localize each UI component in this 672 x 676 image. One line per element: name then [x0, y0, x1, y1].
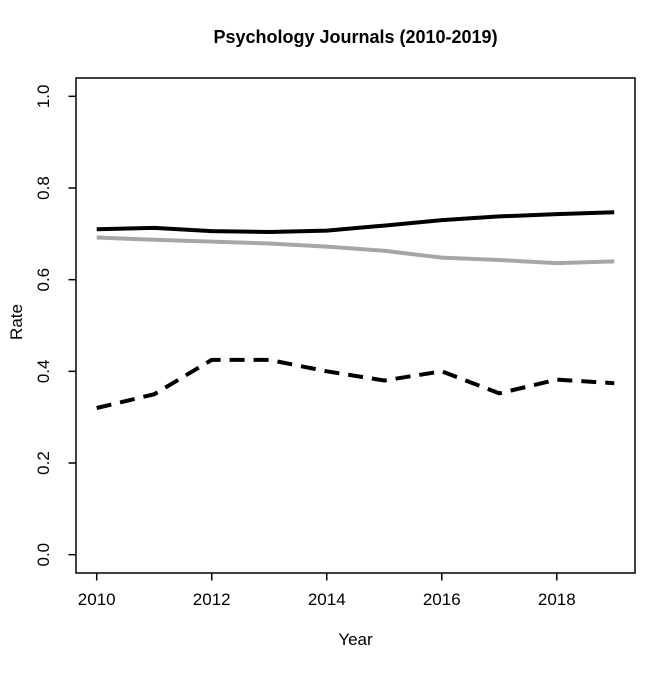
x-tick-label: 2014 — [308, 590, 346, 609]
x-tick-label: 2012 — [193, 590, 231, 609]
plot-frame — [75, 77, 636, 574]
x-axis-label: Year — [338, 630, 373, 649]
y-tick-label: 0.4 — [34, 360, 53, 384]
series-solid-gray — [96, 235, 615, 266]
chart-title: Psychology Journals (2010-2019) — [213, 27, 498, 47]
x-tick-label: 2010 — [78, 590, 116, 609]
series-solid-black — [96, 210, 615, 234]
y-tick-label: 0.6 — [34, 268, 53, 292]
y-tick-label: 1.0 — [34, 85, 53, 109]
x-tick-label: 2016 — [423, 590, 461, 609]
x-tick-label: 2018 — [538, 590, 576, 609]
y-tick-label: 0.8 — [34, 176, 53, 200]
y-tick-label: 0.0 — [34, 543, 53, 567]
y-tick-label: 0.2 — [34, 451, 53, 475]
series-dashed-black — [96, 357, 615, 410]
y-axis-label: Rate — [7, 304, 26, 340]
